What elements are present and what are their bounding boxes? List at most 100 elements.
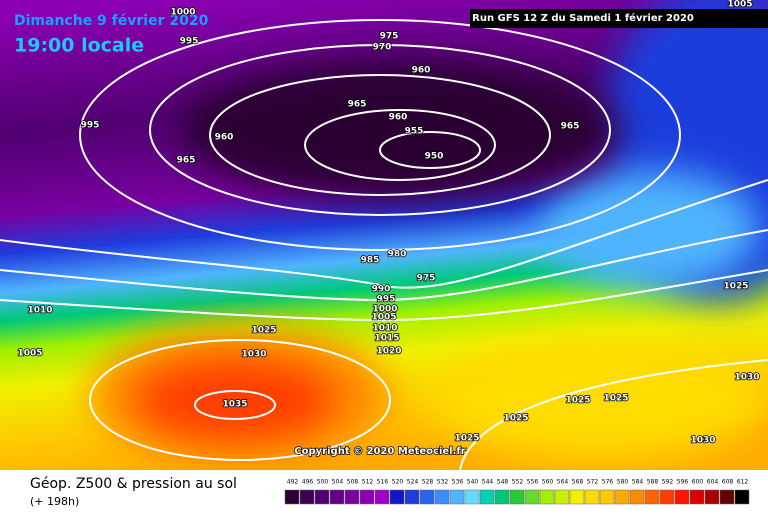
scale-label: 512 — [362, 479, 374, 486]
scale-swatch — [314, 489, 330, 505]
scale-label: 576 — [602, 479, 614, 486]
scale-swatch — [284, 489, 300, 505]
scale-label: 500 — [317, 479, 329, 486]
scale-label: 568 — [572, 479, 584, 486]
scale-label: 520 — [392, 479, 404, 486]
scale-swatch — [509, 489, 525, 505]
isobar-label: 1000 — [372, 305, 397, 315]
scale-swatch — [539, 489, 555, 505]
scale-label: 532 — [437, 479, 449, 486]
isobars — [0, 19, 768, 471]
scale-label: 552 — [512, 479, 524, 486]
run-info: Run GFS 12 Z du Samedi 1 février 2020 — [472, 12, 694, 24]
footer-lead: (+ 198h) — [30, 495, 79, 508]
isobar-label: 1025 — [723, 282, 748, 292]
scale-swatch — [449, 489, 465, 505]
scale-label: 524 — [407, 479, 419, 486]
scale-label: 608 — [722, 479, 734, 486]
scale-swatch — [554, 489, 570, 505]
scale-label: 564 — [557, 479, 569, 486]
isobar-label: 1030 — [690, 436, 715, 446]
scale-swatch — [719, 489, 735, 505]
scale-swatch — [569, 489, 585, 505]
scale-swatch — [494, 489, 510, 505]
isobar-label: 1010 — [27, 306, 52, 316]
isobar-label: 965 — [561, 122, 580, 132]
scale-label: 584 — [632, 479, 644, 486]
time: 19:00 locale — [14, 35, 144, 57]
isobar-label: 965 — [177, 156, 196, 166]
isobar-label: 1030 — [734, 373, 759, 383]
isobar-label: 960 — [412, 66, 431, 76]
isobar-label: 1000 — [170, 8, 195, 18]
isobar-label: 1015 — [374, 334, 399, 344]
scale-swatch — [344, 489, 360, 505]
scale-label: 516 — [377, 479, 389, 486]
isobar-label: 960 — [215, 133, 234, 143]
isobar-label: 1005 — [727, 0, 752, 10]
isobar-label: 1025 — [251, 326, 276, 336]
isobar-label: 1020 — [376, 347, 401, 357]
isobar-label: 1025 — [603, 394, 628, 404]
scale-swatch — [299, 489, 315, 505]
scale-swatch — [644, 489, 660, 505]
scale-swatch — [479, 489, 495, 505]
isobar-label: 975 — [380, 32, 399, 42]
scale-swatch — [689, 489, 705, 505]
scale-label: 612 — [737, 479, 749, 486]
scale-swatch — [704, 489, 720, 505]
scale-swatch — [599, 489, 615, 505]
isobar-label: 970 — [373, 43, 392, 53]
scale-swatch — [629, 489, 645, 505]
scale-label: 536 — [452, 479, 464, 486]
isobar-label: 1025 — [565, 396, 590, 406]
date: Dimanche 9 février 2020 — [14, 13, 209, 29]
scale-label: 540 — [467, 479, 479, 486]
isobar-label: 990 — [372, 285, 391, 295]
isobar-label: 1005 — [17, 349, 42, 359]
scale-swatch — [524, 489, 540, 505]
scale-label: 572 — [587, 479, 599, 486]
isobar-label: 960 — [389, 113, 408, 123]
scale-label: 492 — [287, 479, 299, 486]
scale-label: 508 — [347, 479, 359, 486]
scale-label: 528 — [422, 479, 434, 486]
isobar-label: 1035 — [222, 400, 247, 410]
scale-label: 580 — [617, 479, 629, 486]
scale-label: 504 — [332, 479, 344, 486]
isobar-label: 995 — [81, 121, 100, 131]
map-background — [0, 0, 768, 470]
scale-swatch — [374, 489, 390, 505]
scale-label: 556 — [527, 479, 539, 486]
copyright: Copyright © 2020 Meteociel.fr — [294, 446, 465, 457]
scale-swatch — [404, 489, 420, 505]
scale-label: 560 — [542, 479, 554, 486]
scale-swatch — [614, 489, 630, 505]
scale-label: 596 — [677, 479, 689, 486]
scale-label: 496 — [302, 479, 314, 486]
isobar-label: 1010 — [372, 324, 397, 334]
isobar-label: 975 — [417, 274, 436, 284]
scale-swatch — [359, 489, 375, 505]
scale-label: 548 — [497, 479, 509, 486]
isobar-label: 995 — [180, 37, 199, 47]
scale-swatch — [734, 489, 750, 505]
color-scale: 492 496 500 504 508 512 516 520 524 528 532 536 540 5… — [284, 479, 750, 505]
scale-label: 604 — [707, 479, 719, 486]
scale-swatch — [584, 489, 600, 505]
isobar-label: 955 — [405, 127, 424, 137]
isobar-label: 1025 — [454, 434, 479, 444]
scale-swatch — [464, 489, 480, 505]
run-box — [470, 9, 768, 28]
scale-label: 592 — [662, 479, 674, 486]
isobar-label: 980 — [388, 250, 407, 260]
isobar-label: 995 — [377, 295, 396, 305]
scale-swatch — [434, 489, 450, 505]
isobar-label: 965 — [348, 100, 367, 110]
isobar-label: 985 — [361, 256, 380, 266]
scale-label: 600 — [692, 479, 704, 486]
isobar-label: 1025 — [503, 414, 528, 424]
isobar-label: 950 — [425, 152, 444, 162]
